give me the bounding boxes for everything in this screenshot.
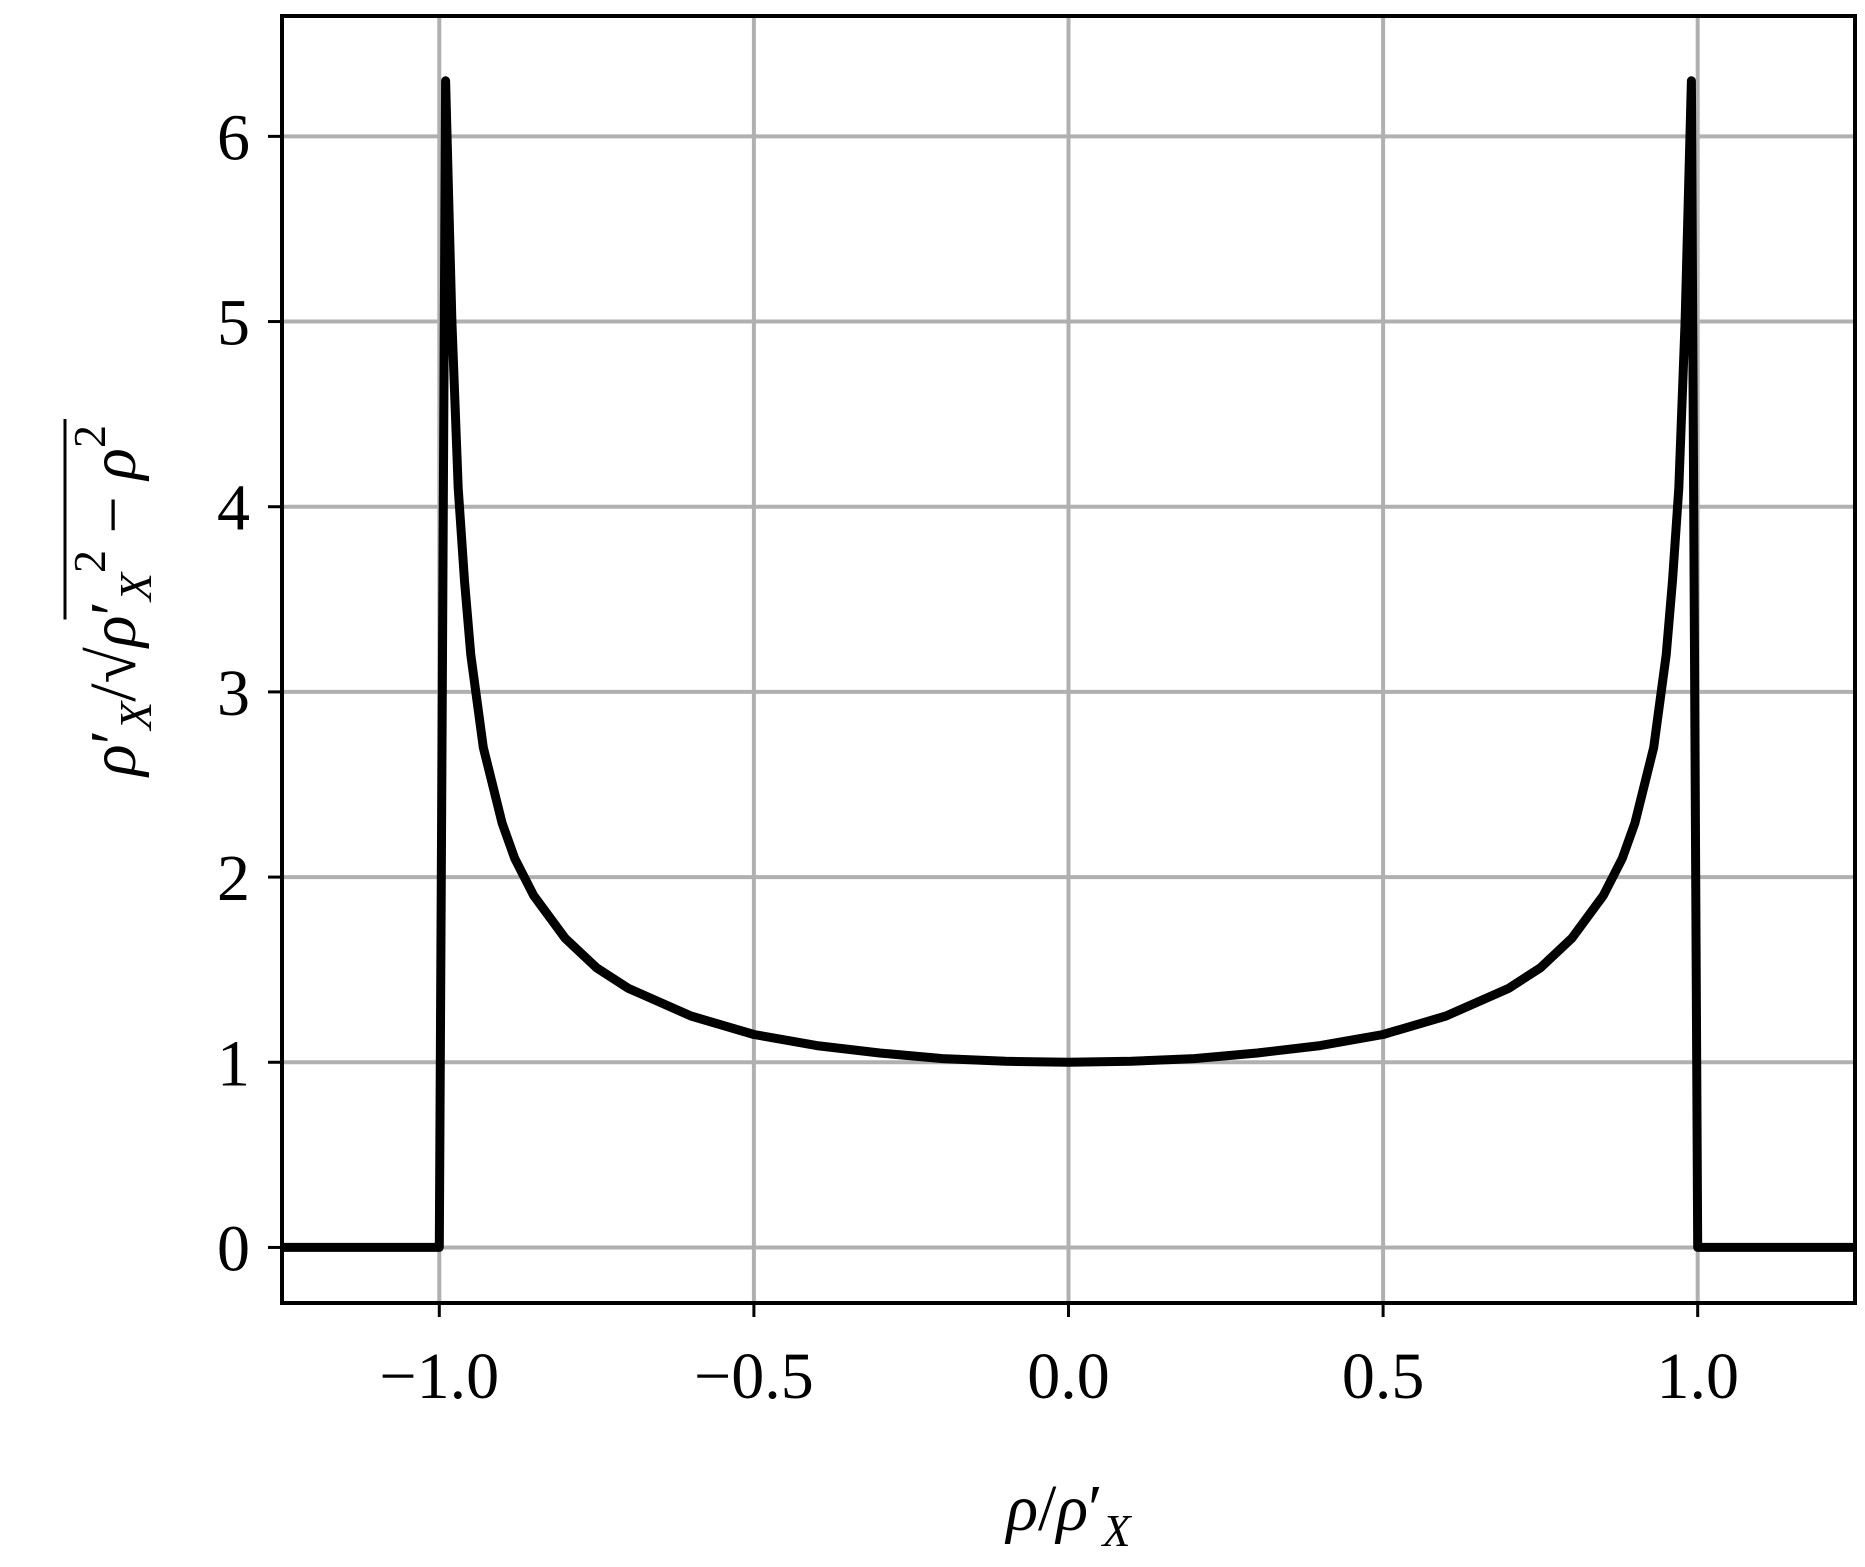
y-tick-label: 2: [217, 842, 250, 915]
y-tick-label: 4: [217, 472, 250, 545]
y-tick-label: 5: [217, 287, 250, 360]
svg-text:ρ′X/√ρ′X2 − ρ2: ρ′X/√ρ′X2 − ρ2: [64, 425, 161, 778]
y-axis-label: ρ′X/√ρ′X2 − ρ2: [64, 419, 161, 778]
x-axis-label: ρ/ρ′X: [1004, 1472, 1132, 1556]
y-tick-label: 0: [217, 1212, 250, 1285]
x-tick-label: −0.5: [694, 1340, 814, 1413]
x-tick-label: 0.5: [1342, 1340, 1425, 1413]
y-tick-label: 6: [217, 101, 250, 174]
y-tick-label: 3: [217, 657, 250, 730]
x-tick-label: −1.0: [379, 1340, 499, 1413]
grid: [282, 16, 1855, 1303]
y-tick-label: 1: [217, 1027, 250, 1100]
x-tick-label: 1.0: [1656, 1340, 1739, 1413]
x-tick-label: 0.0: [1027, 1340, 1110, 1413]
